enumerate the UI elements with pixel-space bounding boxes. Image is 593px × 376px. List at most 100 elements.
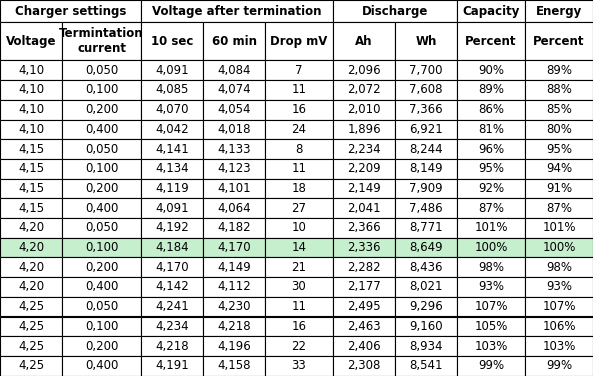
Bar [203,100,265,120]
Text: Charger settings: Charger settings [15,5,126,18]
Text: 4,25: 4,25 [18,340,44,353]
Text: 4,15: 4,15 [18,182,44,195]
Text: 0,100: 0,100 [85,320,118,333]
Text: 4,10: 4,10 [18,123,44,136]
Bar [62,218,141,238]
Text: 2,177: 2,177 [347,280,381,293]
Text: 107%: 107% [474,300,508,313]
Bar [265,120,333,139]
Bar [525,356,593,376]
Text: 98%: 98% [478,261,504,274]
Text: 101%: 101% [542,221,576,234]
Bar [525,317,593,336]
Bar [395,277,457,297]
Bar [525,159,593,179]
Bar [265,139,333,159]
Text: 4,074: 4,074 [217,83,251,97]
Text: 16: 16 [292,320,307,333]
Bar [395,100,457,120]
Text: 8,021: 8,021 [409,280,443,293]
Bar [333,61,395,80]
Bar [141,61,203,80]
Bar [525,198,593,218]
Text: 96%: 96% [478,143,504,156]
Bar [0,297,62,317]
Bar [141,100,203,120]
Text: 4,054: 4,054 [217,103,251,116]
Text: 2,308: 2,308 [347,359,381,372]
Text: 2,406: 2,406 [347,340,381,353]
Bar [203,80,265,100]
Text: 4,101: 4,101 [217,182,251,195]
Bar [457,0,525,23]
Bar [333,356,395,376]
Bar [62,120,141,139]
Text: Termintation
current: Termintation current [59,27,144,55]
Bar [141,238,203,258]
Text: 2,495: 2,495 [347,300,381,313]
Bar [203,198,265,218]
Text: 95%: 95% [546,143,572,156]
Bar [525,297,593,317]
Bar [395,336,457,356]
Bar [62,198,141,218]
Bar [141,159,203,179]
Text: 14: 14 [292,241,307,254]
Text: 2,149: 2,149 [347,182,381,195]
Bar [395,238,457,258]
Bar [141,297,203,317]
Bar [457,218,525,238]
Text: 4,084: 4,084 [217,64,251,77]
Bar [203,179,265,198]
Text: Drop mV: Drop mV [270,35,328,48]
Text: 91%: 91% [546,182,572,195]
Bar [457,198,525,218]
Text: 30: 30 [292,280,307,293]
Bar [457,100,525,120]
Bar [457,258,525,277]
Text: 0,100: 0,100 [85,162,118,175]
Text: 18: 18 [292,182,307,195]
Text: 4,20: 4,20 [18,221,44,234]
Text: Energy: Energy [536,5,582,18]
Bar [203,277,265,297]
Text: 4,133: 4,133 [217,143,251,156]
Text: 99%: 99% [478,359,504,372]
Bar [141,336,203,356]
Text: 89%: 89% [478,83,504,97]
Text: 8,649: 8,649 [409,241,443,254]
Text: 16: 16 [292,103,307,116]
Text: 0,400: 0,400 [85,123,118,136]
Bar [457,179,525,198]
Text: 0,050: 0,050 [85,221,118,234]
Bar [395,356,457,376]
Bar [141,0,333,23]
Bar [265,356,333,376]
Text: 4,149: 4,149 [217,261,251,274]
Text: 1,896: 1,896 [347,123,381,136]
Text: 4,15: 4,15 [18,202,44,215]
Text: 11: 11 [292,83,307,97]
Bar [265,198,333,218]
Bar [0,277,62,297]
Bar [141,159,203,179]
Bar [395,179,457,198]
Bar [203,139,265,159]
Text: 103%: 103% [543,340,576,353]
Text: 9,160: 9,160 [409,320,443,333]
Bar [395,336,457,356]
Bar [525,179,593,198]
Text: 0,400: 0,400 [85,202,118,215]
Text: 4,10: 4,10 [18,103,44,116]
Bar [203,297,265,317]
Bar [62,179,141,198]
Bar [141,100,203,120]
Text: 93%: 93% [478,280,504,293]
Bar [395,317,457,336]
Bar [395,100,457,120]
Bar [457,0,525,23]
Bar [265,336,333,356]
Bar [525,0,593,23]
Bar [457,139,525,159]
Text: 0,050: 0,050 [85,64,118,77]
